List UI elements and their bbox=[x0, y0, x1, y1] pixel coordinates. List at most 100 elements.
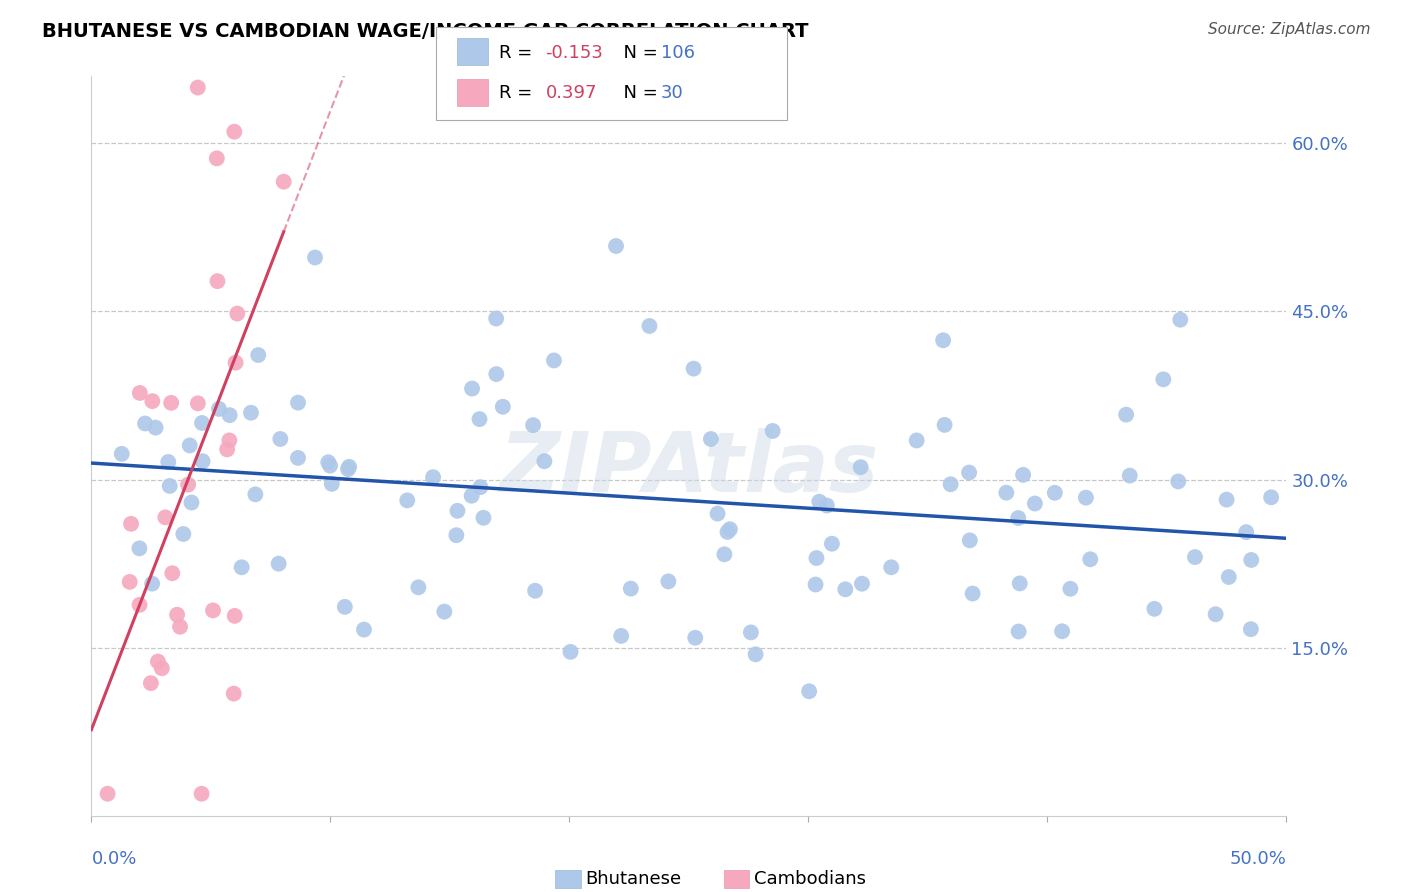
Point bbox=[472, 510, 495, 524]
Point bbox=[762, 424, 785, 438]
Point bbox=[141, 394, 163, 409]
Point bbox=[1240, 553, 1263, 567]
Point bbox=[1007, 624, 1029, 639]
Point bbox=[657, 574, 679, 589]
Point bbox=[716, 524, 738, 539]
Point bbox=[1168, 312, 1191, 326]
Point bbox=[461, 382, 484, 396]
Point bbox=[247, 348, 270, 362]
Point bbox=[166, 607, 188, 622]
Point bbox=[111, 447, 134, 461]
Point bbox=[304, 251, 326, 265]
Point bbox=[1119, 468, 1142, 483]
Point bbox=[224, 125, 246, 139]
Text: Source: ZipAtlas.com: Source: ZipAtlas.com bbox=[1208, 22, 1371, 37]
Point bbox=[485, 367, 508, 381]
Text: 30: 30 bbox=[661, 84, 683, 102]
Point bbox=[957, 466, 980, 480]
Point bbox=[128, 541, 150, 556]
Point bbox=[880, 560, 903, 574]
Point bbox=[1008, 576, 1031, 591]
Point bbox=[849, 460, 872, 475]
Point bbox=[995, 485, 1018, 500]
Point bbox=[533, 454, 555, 468]
Point bbox=[851, 576, 873, 591]
Point bbox=[1205, 607, 1227, 622]
Text: Bhutanese: Bhutanese bbox=[585, 870, 681, 888]
Point bbox=[169, 620, 191, 634]
Point bbox=[157, 455, 180, 469]
Point bbox=[1234, 525, 1257, 540]
Point bbox=[224, 608, 246, 623]
Text: Cambodians: Cambodians bbox=[754, 870, 866, 888]
Point bbox=[638, 318, 661, 333]
Point bbox=[706, 507, 728, 521]
Point bbox=[191, 454, 214, 468]
Point bbox=[207, 274, 229, 288]
Point bbox=[353, 623, 375, 637]
Point bbox=[1078, 552, 1101, 566]
Point bbox=[560, 645, 582, 659]
Point bbox=[740, 625, 762, 640]
Text: R =: R = bbox=[499, 84, 538, 102]
Point bbox=[1143, 602, 1166, 616]
Point bbox=[1167, 475, 1189, 489]
Point bbox=[932, 333, 955, 347]
Point bbox=[172, 527, 194, 541]
Point bbox=[1007, 511, 1029, 525]
Point bbox=[205, 152, 228, 166]
Point bbox=[218, 434, 240, 448]
Point bbox=[1050, 624, 1073, 639]
Point bbox=[201, 603, 224, 617]
Point bbox=[190, 787, 212, 801]
Point bbox=[808, 494, 831, 508]
Point bbox=[287, 450, 309, 465]
Text: 0.0%: 0.0% bbox=[91, 850, 136, 868]
Point bbox=[319, 458, 342, 473]
Point bbox=[337, 459, 360, 474]
Point bbox=[485, 311, 508, 326]
Point bbox=[177, 477, 200, 491]
Point bbox=[524, 583, 547, 598]
Point bbox=[1059, 582, 1081, 596]
Point bbox=[187, 80, 209, 95]
Text: ZIPAtlas: ZIPAtlas bbox=[499, 427, 879, 508]
Point bbox=[217, 442, 239, 457]
Point bbox=[321, 476, 343, 491]
Point bbox=[446, 504, 468, 518]
Point bbox=[939, 477, 962, 491]
Text: R =: R = bbox=[499, 45, 538, 62]
Point bbox=[797, 684, 820, 698]
Point bbox=[134, 417, 156, 431]
Text: N =: N = bbox=[612, 84, 664, 102]
Point bbox=[139, 676, 162, 690]
Point bbox=[543, 353, 565, 368]
Point bbox=[422, 470, 444, 484]
Point bbox=[179, 438, 201, 452]
Point bbox=[718, 522, 741, 536]
Point bbox=[1043, 485, 1066, 500]
Point bbox=[682, 361, 704, 376]
Point bbox=[267, 557, 290, 571]
Point bbox=[222, 687, 245, 701]
Point bbox=[460, 489, 482, 503]
Text: 0.397: 0.397 bbox=[546, 84, 598, 102]
Point bbox=[160, 396, 183, 410]
Point bbox=[128, 386, 150, 401]
Point bbox=[191, 416, 214, 430]
Point bbox=[446, 528, 468, 542]
Point bbox=[620, 582, 643, 596]
Point bbox=[700, 432, 723, 446]
Point bbox=[834, 582, 856, 597]
Point bbox=[141, 576, 163, 591]
Text: -0.153: -0.153 bbox=[546, 45, 603, 62]
Point bbox=[396, 493, 419, 508]
Point bbox=[522, 418, 544, 433]
Point bbox=[180, 495, 202, 509]
Point bbox=[218, 408, 240, 422]
Point bbox=[273, 175, 295, 189]
Point bbox=[287, 395, 309, 409]
Point bbox=[1184, 550, 1206, 565]
Point bbox=[962, 586, 984, 600]
Point bbox=[155, 510, 177, 524]
